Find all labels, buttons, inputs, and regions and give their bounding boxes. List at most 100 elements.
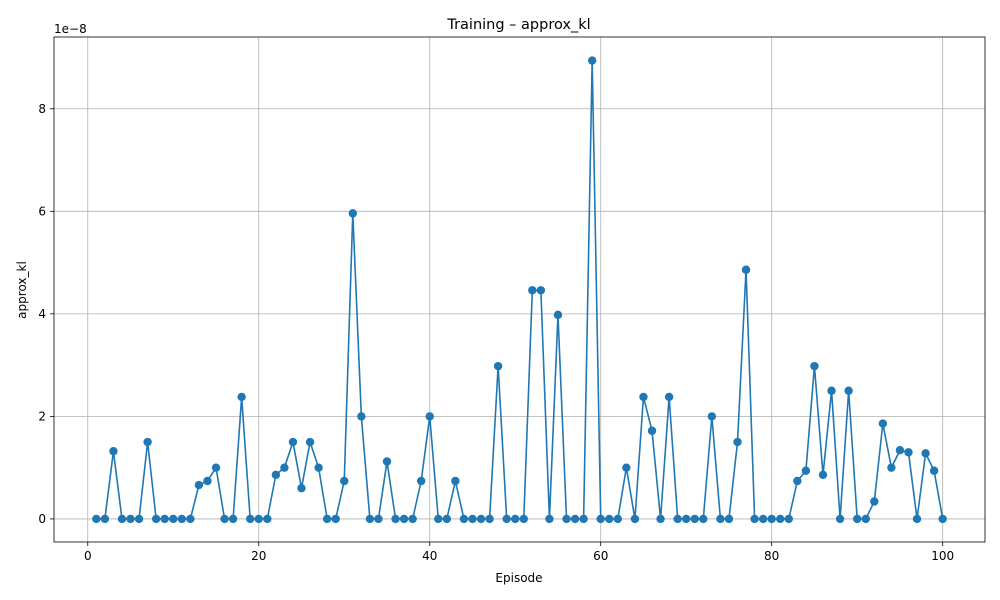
data-point [921,449,930,458]
series-line [96,59,944,520]
data-point [399,514,409,524]
x-axis-ticks: 0 20 40 60 80 100 [84,542,954,563]
data-point [904,448,913,457]
data-point [126,514,135,524]
data-point [690,514,699,524]
data-point [622,463,631,472]
data-point [391,514,400,524]
y-tick-label: 8 [38,102,46,116]
data-point [758,514,768,524]
data-point [288,437,298,447]
data-point [177,514,187,524]
y-tick-label: 6 [38,205,46,219]
data-point [562,514,571,524]
data-point [100,514,110,524]
data-point [613,514,623,524]
data-point [134,514,144,524]
plot-frame [53,36,986,543]
data-point [160,514,169,524]
x-tick-label: 80 [764,549,779,563]
data-point [870,497,879,506]
x-axis-label: Episode [495,571,542,585]
data-point [878,419,888,428]
data-point [630,514,640,524]
data-point [887,463,896,472]
data-point [750,514,759,524]
x-tick-label: 40 [422,549,437,563]
data-point [357,412,366,421]
data-point [169,514,178,524]
x-tick-label: 100 [931,549,954,563]
data-point [305,437,315,447]
data-point [271,470,281,480]
data-point [228,514,238,524]
x-tick-label: 0 [84,549,92,563]
chart-title: Training – approx_kl [446,17,590,33]
data-point [707,412,717,421]
data-point [835,514,845,524]
grid [54,37,985,542]
data-point [459,514,469,524]
data-point [151,514,161,524]
data-point [109,447,118,456]
data-point [818,470,828,480]
data-point [793,476,802,486]
data-point [220,514,229,524]
data-point [545,514,554,524]
data-point [331,514,340,524]
data-point [117,514,127,524]
data-point [263,514,272,524]
data-point [844,386,853,395]
data-point [579,514,588,524]
data-point [468,514,477,524]
x-tick-label: 60 [593,549,608,563]
data-point [733,437,742,447]
data-point [776,514,785,524]
data-point [716,514,725,524]
data-point [348,209,357,218]
data-point [938,514,947,524]
data-point [639,392,648,402]
data-point [699,514,708,524]
data-point [434,514,443,524]
data-point [570,514,580,524]
data-point [280,463,289,472]
data-point [186,514,195,524]
data-point [485,514,494,524]
data-point [929,466,939,475]
data-point [425,412,434,421]
data-point [493,361,503,371]
y-tick-label: 2 [38,410,46,424]
data-point [682,514,691,524]
data-point [365,514,375,524]
data-point [664,392,674,402]
data-point [314,463,323,472]
data-point [382,457,392,466]
data-point [852,514,862,524]
data-point [502,514,511,524]
data-point [587,56,597,65]
data-point [673,514,682,524]
data-point [237,392,246,402]
data-point [647,426,657,435]
data-point [656,514,665,524]
data-point [724,514,734,524]
data-point [801,466,811,475]
data-point [827,386,836,395]
data-point [895,446,905,455]
data-point [408,514,417,524]
series-approx-kl [92,56,947,524]
y-axis-ticks: 0 2 4 6 8 [38,102,54,526]
data-point [511,514,520,524]
data-point [767,514,776,524]
x-tick-label: 20 [251,549,266,563]
data-point [246,514,255,524]
data-point [861,514,870,524]
data-point [784,514,793,524]
data-point [340,476,349,486]
data-point [211,463,221,472]
y-axis-offset-text: 1e−8 [54,22,87,36]
data-point [536,286,546,295]
